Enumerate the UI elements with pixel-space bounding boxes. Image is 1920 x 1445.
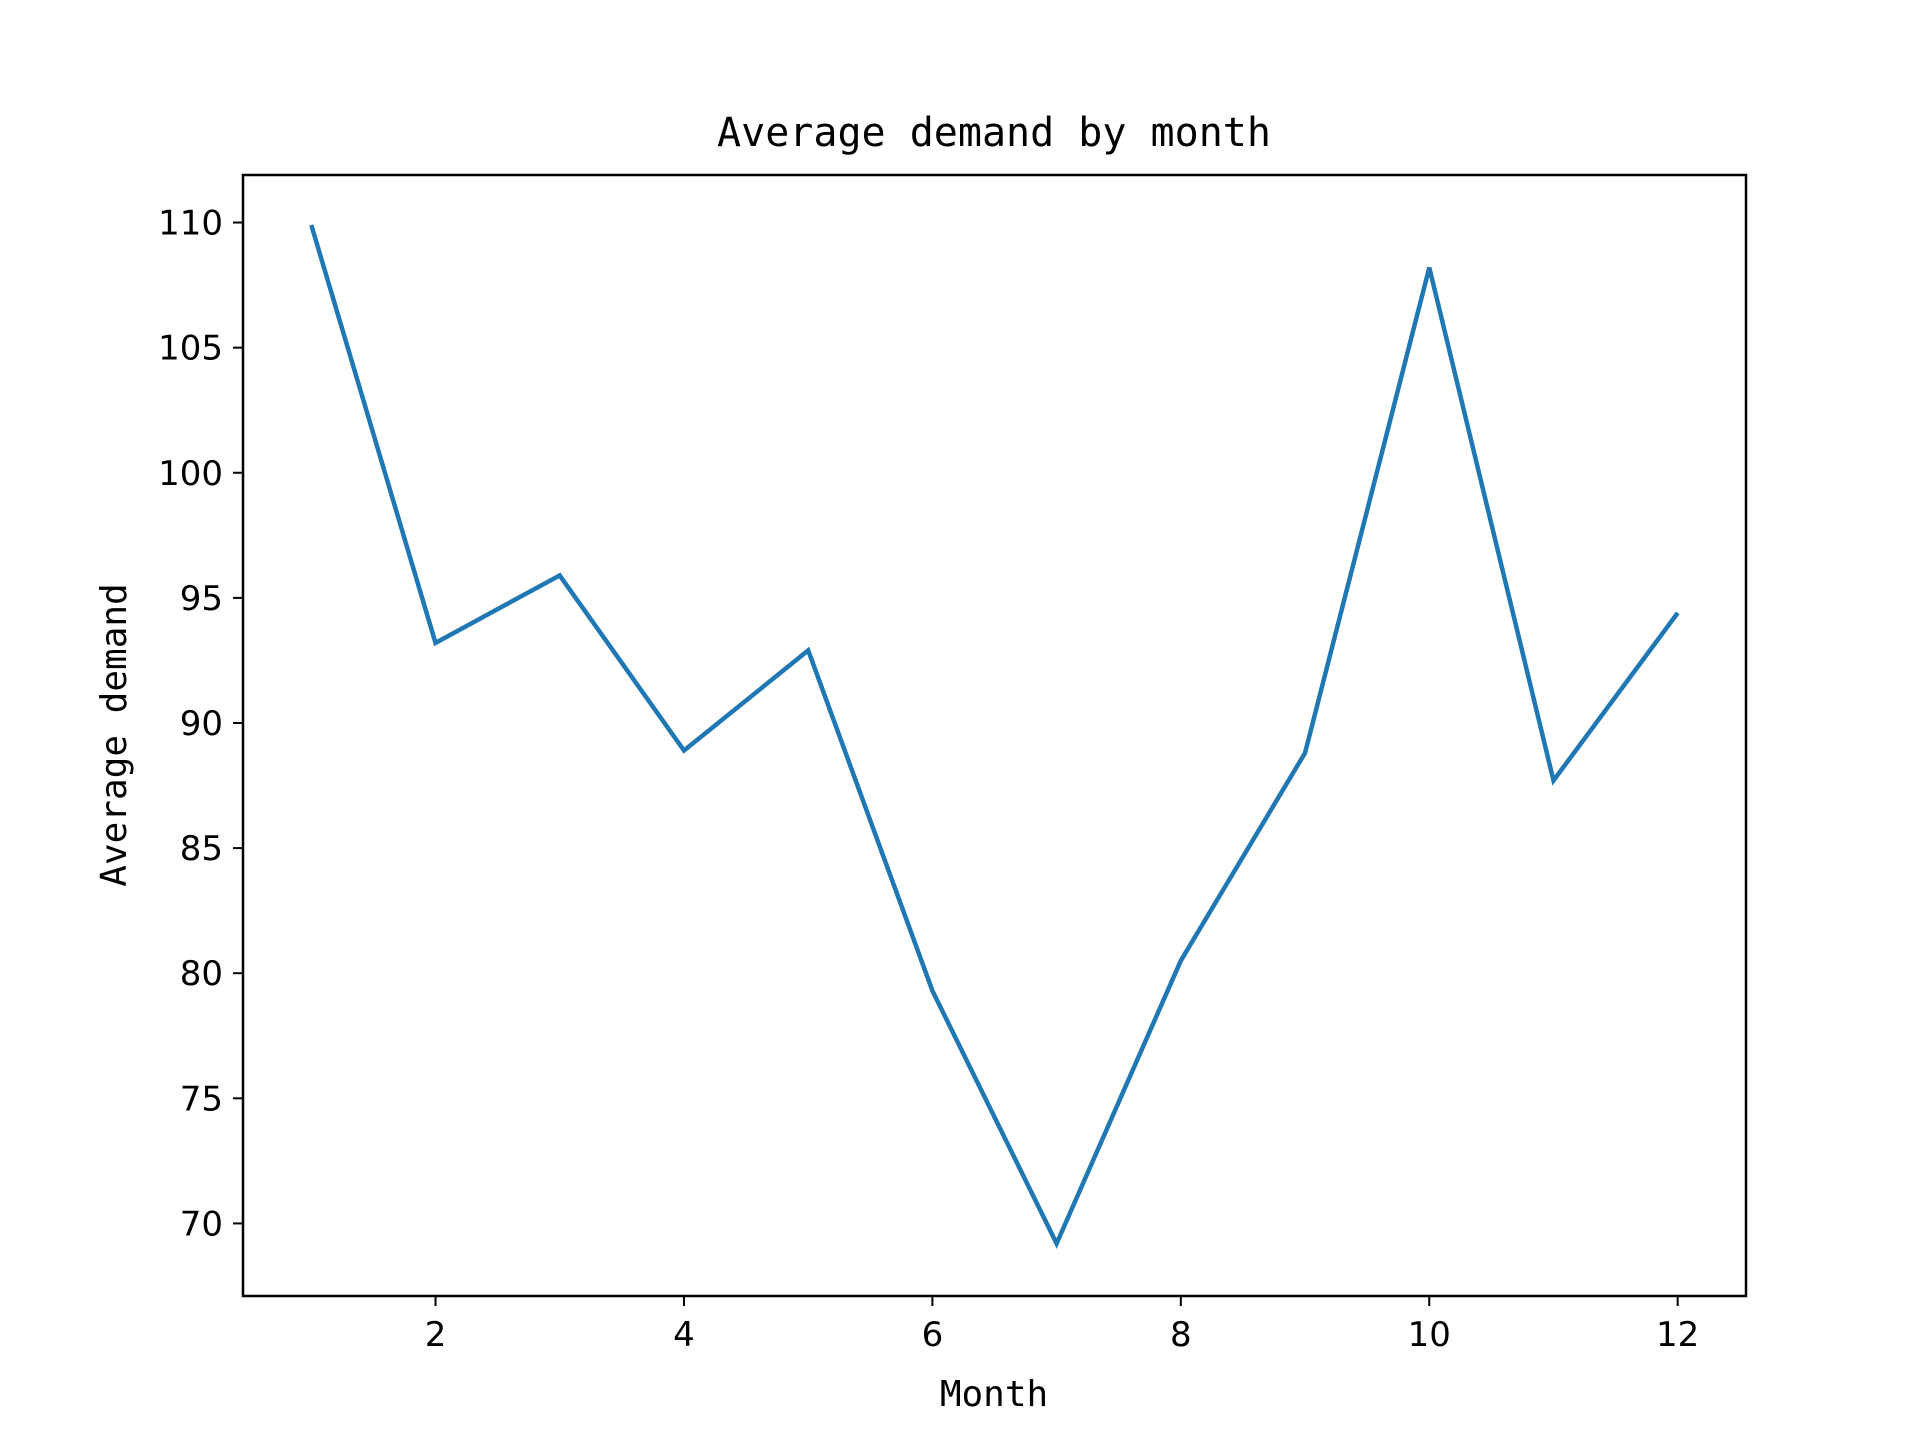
y-axis-label: Average demand: [94, 583, 135, 886]
x-tick-label: 12: [1656, 1315, 1699, 1355]
y-tick-label: 75: [180, 1079, 223, 1119]
x-tick-label: 6: [922, 1315, 944, 1355]
x-tick-label: 2: [425, 1315, 447, 1355]
y-tick-label: 105: [158, 329, 223, 369]
y-tick-label: 90: [180, 704, 223, 744]
y-tick-label: 100: [158, 454, 223, 494]
y-tick-label: 110: [158, 204, 223, 244]
x-tick-label: 4: [673, 1315, 695, 1355]
y-tick-label: 85: [180, 829, 223, 869]
x-tick-label: 10: [1408, 1315, 1451, 1355]
y-tick-label: 70: [180, 1204, 223, 1244]
chart-title: Average demand by month: [717, 110, 1271, 156]
y-tick-label: 95: [180, 579, 223, 619]
x-axis-label: Month: [940, 1374, 1048, 1415]
x-tick-label: 8: [1170, 1315, 1192, 1355]
y-tick-label: 80: [180, 954, 223, 994]
